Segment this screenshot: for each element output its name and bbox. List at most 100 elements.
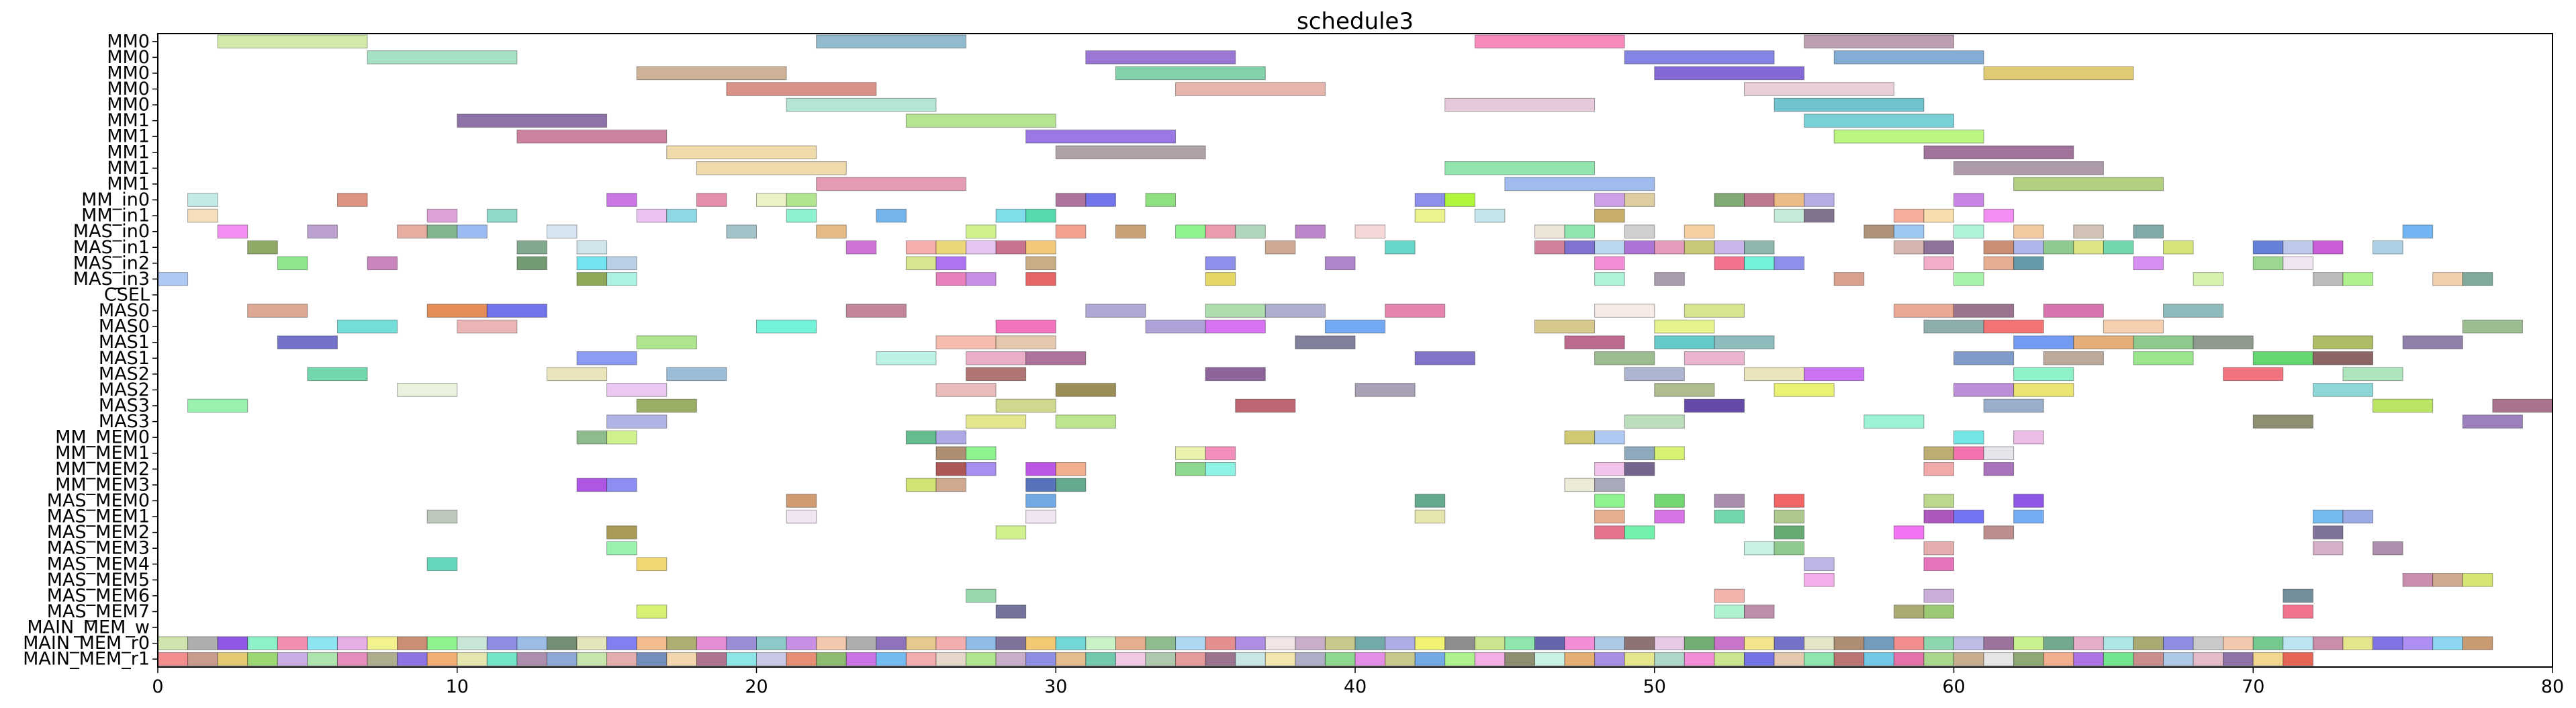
task-bar [1714, 335, 1775, 349]
task-bar [816, 34, 967, 49]
task-bar [1414, 494, 1446, 508]
task-bar [1684, 304, 1745, 318]
task-bar [1564, 224, 1596, 238]
task-bar [217, 636, 248, 650]
task-bar [307, 367, 368, 382]
y-tick-label: MAIN_MEM_r1 [23, 649, 150, 670]
task-bar [606, 414, 668, 429]
task-bar [1953, 383, 2015, 397]
task-bar [1145, 652, 1177, 666]
task-bar [1774, 509, 1805, 524]
task-bar [2462, 573, 2493, 587]
task-bar [2462, 414, 2523, 429]
task-bar [1354, 383, 1416, 397]
task-bar [1923, 652, 1955, 666]
task-bar [1264, 652, 1296, 666]
task-bar [2013, 652, 2044, 666]
task-bar [426, 557, 458, 572]
y-tick-label: MAIN_MEM_r0 [23, 633, 150, 654]
task-bar [1205, 652, 1236, 666]
task-bar [666, 636, 697, 650]
task-bar [636, 636, 668, 650]
task-bars [157, 34, 2553, 666]
task-bar [486, 636, 518, 650]
task-bar [966, 414, 1027, 429]
task-bar [2283, 605, 2313, 619]
task-bar [845, 240, 877, 255]
task-bar [187, 652, 218, 666]
task-bar [726, 224, 757, 238]
task-bar [1205, 636, 1236, 650]
task-bar [2312, 525, 2344, 539]
task-bar [1774, 636, 1805, 650]
task-bar [1564, 430, 1596, 445]
task-bar [1055, 383, 1116, 397]
task-bar [336, 652, 368, 666]
task-bar [606, 525, 637, 539]
task-bar [1205, 256, 1236, 271]
y-tick-label: MAS_in1 [73, 237, 150, 258]
task-bar [1414, 509, 1446, 524]
task-bar [1385, 304, 1446, 318]
task-bar [1923, 541, 1955, 556]
task-bar [2312, 351, 2374, 365]
task-bar [666, 367, 727, 382]
task-bar [1534, 636, 1565, 650]
task-bar [1055, 652, 1087, 666]
task-bar [1594, 652, 1625, 666]
task-bar [966, 652, 997, 666]
task-bar [1923, 446, 1955, 461]
y-tick-label: MAS_MEM0 [47, 490, 150, 511]
task-bar [1714, 588, 1745, 603]
task-bar [2283, 636, 2313, 650]
task-bar [636, 335, 697, 349]
task-bar [1025, 129, 1177, 144]
task-bar [2342, 636, 2374, 650]
task-bar [2043, 351, 2104, 365]
task-bar [1534, 319, 1596, 334]
x-tick-label: 10 [446, 676, 469, 697]
y-tick-label: MM1 [107, 158, 150, 179]
task-bar [1893, 652, 1925, 666]
plot-frame [157, 33, 2553, 668]
task-bar [426, 304, 488, 318]
task-bar [1983, 462, 2015, 476]
task-bar [696, 652, 727, 666]
task-bar [696, 636, 727, 650]
y-tick-label: MAS_in3 [73, 269, 150, 290]
task-bar [546, 224, 578, 238]
task-bar [966, 588, 997, 603]
task-bar [1654, 494, 1685, 508]
task-bar [876, 208, 907, 223]
task-bar [1414, 208, 1446, 223]
task-bar [576, 430, 608, 445]
task-bar [845, 304, 907, 318]
task-bar [157, 636, 189, 650]
task-bar [2312, 272, 2344, 286]
task-bar [2283, 588, 2313, 603]
task-bar [1983, 652, 2015, 666]
task-bar [397, 636, 428, 650]
task-bar [2373, 541, 2403, 556]
task-bar [576, 272, 608, 286]
task-bar [426, 652, 458, 666]
task-bar [1115, 224, 1146, 238]
task-bar [1624, 50, 1775, 64]
task-bar [606, 430, 637, 445]
task-bar [187, 398, 248, 413]
task-bar [1983, 525, 2015, 539]
task-bar [1594, 272, 1625, 286]
task-bar [2103, 240, 2134, 255]
task-bar [1804, 636, 1835, 650]
task-bar [1624, 446, 1655, 461]
task-bar [2133, 256, 2164, 271]
task-bar [2013, 430, 2044, 445]
task-bar [426, 636, 458, 650]
task-bar [1923, 240, 1955, 255]
task-bar [2133, 636, 2164, 650]
y-tick-label: MAS_MEM5 [47, 570, 150, 590]
task-bar [2312, 240, 2344, 255]
task-bar [1654, 383, 1715, 397]
task-bar [2013, 224, 2044, 238]
